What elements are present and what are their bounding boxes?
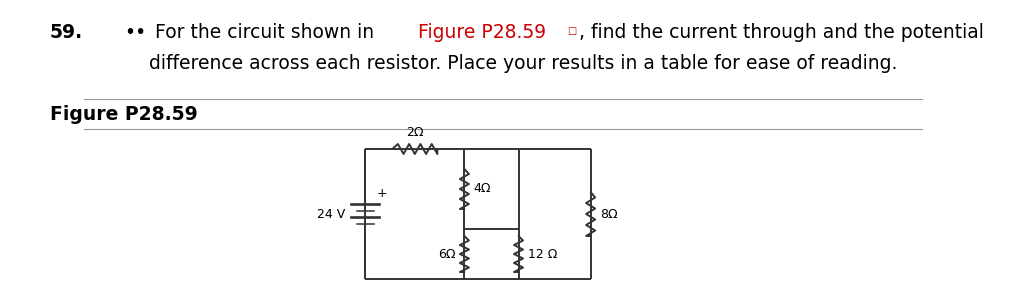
Text: For the circuit shown in: For the circuit shown in [149,23,380,42]
Text: 6Ω: 6Ω [438,247,456,260]
Text: 12 Ω: 12 Ω [528,247,557,260]
Text: 8Ω: 8Ω [600,207,618,221]
Text: 24 V: 24 V [317,207,345,221]
Text: ••: •• [124,23,147,42]
Text: difference across each resistor. Place your results in a table for ease of readi: difference across each resistor. Place y… [149,54,898,73]
Text: Figure P28.59: Figure P28.59 [50,105,197,124]
Text: □: □ [567,26,576,36]
Text: +: + [377,187,387,200]
Text: 59.: 59. [50,23,83,42]
Text: Figure P28.59: Figure P28.59 [417,23,545,42]
Text: , find the current through and the potential: , find the current through and the poten… [578,23,983,42]
Text: 2Ω: 2Ω [406,126,424,139]
Text: 4Ω: 4Ω [473,182,491,196]
